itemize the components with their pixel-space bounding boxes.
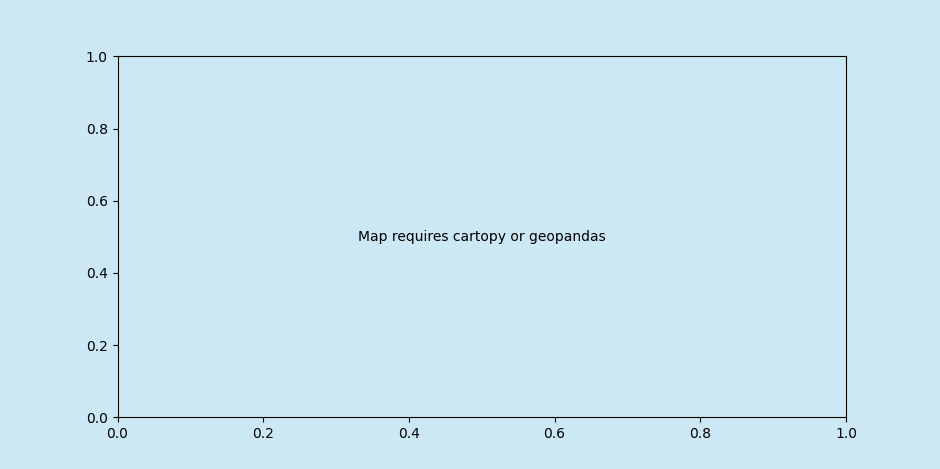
Text: Map requires cartopy or geopandas: Map requires cartopy or geopandas: [358, 230, 605, 244]
